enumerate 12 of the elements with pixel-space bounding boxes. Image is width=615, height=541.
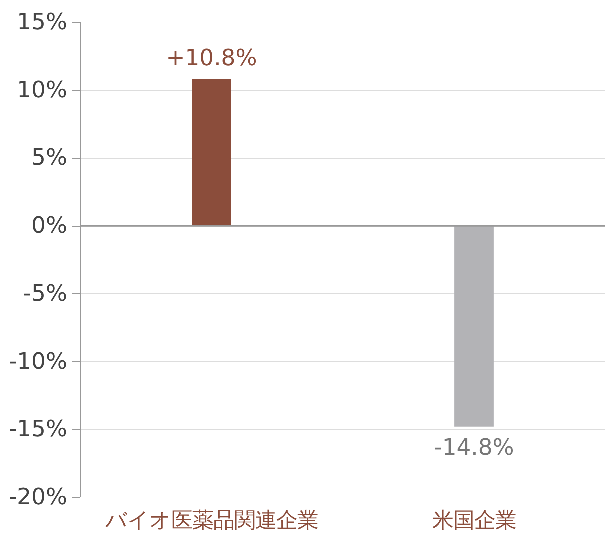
x-tick-label: 米国企業 [432,508,516,534]
y-tick-label: 15% [17,10,68,36]
data-label: -14.8% [434,434,514,461]
y-tick-label: -20% [8,484,68,510]
y-tick-label: 10% [17,77,68,104]
y-tick-label: -15% [8,416,68,443]
y-tick-label: -10% [8,348,68,375]
x-tick-label: バイオ医薬品関連企業 [104,508,318,534]
data-label: +10.8% [166,46,258,72]
y-tick-label: 0% [32,213,68,240]
y-tick-label: 5% [32,145,68,172]
y-tick-label: -5% [23,280,68,307]
